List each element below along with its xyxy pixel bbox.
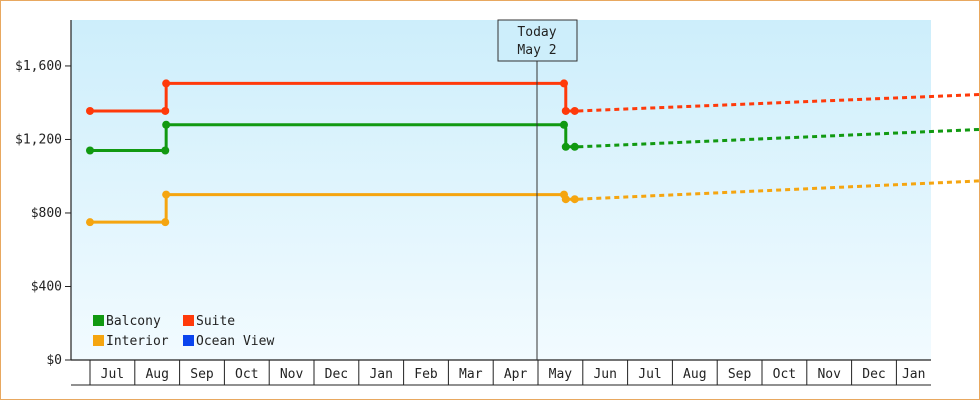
series-layer (86, 79, 980, 227)
legend-item-balcony: Balcony (93, 314, 161, 329)
today-date: May 2 (517, 43, 556, 58)
x-tick-label: Oct (235, 367, 258, 382)
data-point (161, 146, 170, 155)
legend-label: Interior (106, 334, 169, 349)
x-tick-label: Dec (862, 367, 885, 382)
data-point (162, 190, 171, 199)
y-tick-label: $400 (31, 279, 62, 294)
series-forecast-line (578, 179, 980, 201)
legend-swatch (93, 335, 104, 346)
legend-swatch (183, 315, 194, 326)
legend-label: Suite (196, 314, 235, 329)
x-tick-label: Jul (638, 367, 661, 382)
legend-label: Ocean View (196, 334, 274, 349)
plot-background (71, 20, 931, 360)
data-point (559, 120, 568, 129)
x-tick-label: Sep (190, 367, 214, 382)
series-suite (86, 79, 980, 115)
legend-label: Balcony (106, 314, 161, 329)
data-point (561, 195, 570, 204)
x-tick-label: Nov (280, 367, 304, 382)
legend-swatch (183, 335, 194, 346)
data-point (561, 106, 570, 115)
x-tick-label: Jan (369, 367, 392, 382)
series-balcony (86, 120, 980, 155)
data-point (570, 142, 579, 151)
x-tick-label: Jun (593, 367, 616, 382)
series-interior (86, 179, 980, 227)
legend: Balcony Suite Interior Ocean View (93, 314, 274, 349)
x-tick-label: Apr (504, 367, 528, 382)
data-point (162, 79, 171, 88)
x-tick-label: May (549, 367, 573, 382)
today-label: Today (517, 25, 556, 40)
y-tick-label: $1,600 (15, 59, 62, 74)
data-point (86, 218, 94, 227)
data-point (86, 146, 94, 155)
y-tick-label: $0 (46, 353, 62, 368)
x-tick-label: Jul (101, 367, 124, 382)
series-forecast-line (578, 92, 980, 113)
x-tick-label: Nov (817, 367, 841, 382)
data-point (86, 106, 94, 115)
data-point (161, 106, 170, 115)
legend-item-suite: Suite (183, 314, 235, 329)
today-box (497, 19, 578, 62)
y-tick-label: $800 (31, 206, 62, 221)
series-forecast-line (578, 127, 980, 149)
x-tick-label: Oct (773, 367, 796, 382)
legend-item-ocean-view: Ocean View (183, 334, 274, 349)
x-tick-label: Mar (459, 367, 483, 382)
y-axis: $0 $400 $800 $1,200 $1,600 (15, 20, 72, 368)
x-tick-label: Aug (683, 367, 706, 382)
x-tick-label: Sep (728, 367, 752, 382)
data-point (162, 120, 171, 129)
data-point (570, 106, 579, 115)
y-tick-label: $1,200 (15, 132, 62, 147)
data-point (570, 195, 579, 204)
legend-item-interior: Interior (93, 334, 169, 349)
x-tick-label: Aug (145, 367, 168, 382)
x-axis: Jul Aug Sep Oct Nov Dec Jan Feb Mar Apr May Jun Jul A… (71, 359, 931, 386)
data-point (559, 79, 568, 88)
x-tick-label: Jan (902, 367, 925, 382)
data-point (161, 218, 170, 227)
legend-swatch (93, 315, 104, 326)
x-tick-label: Feb (414, 367, 438, 382)
x-tick-label: Dec (325, 367, 348, 382)
today-marker: Today May 2 (497, 19, 578, 360)
data-point (561, 142, 570, 151)
